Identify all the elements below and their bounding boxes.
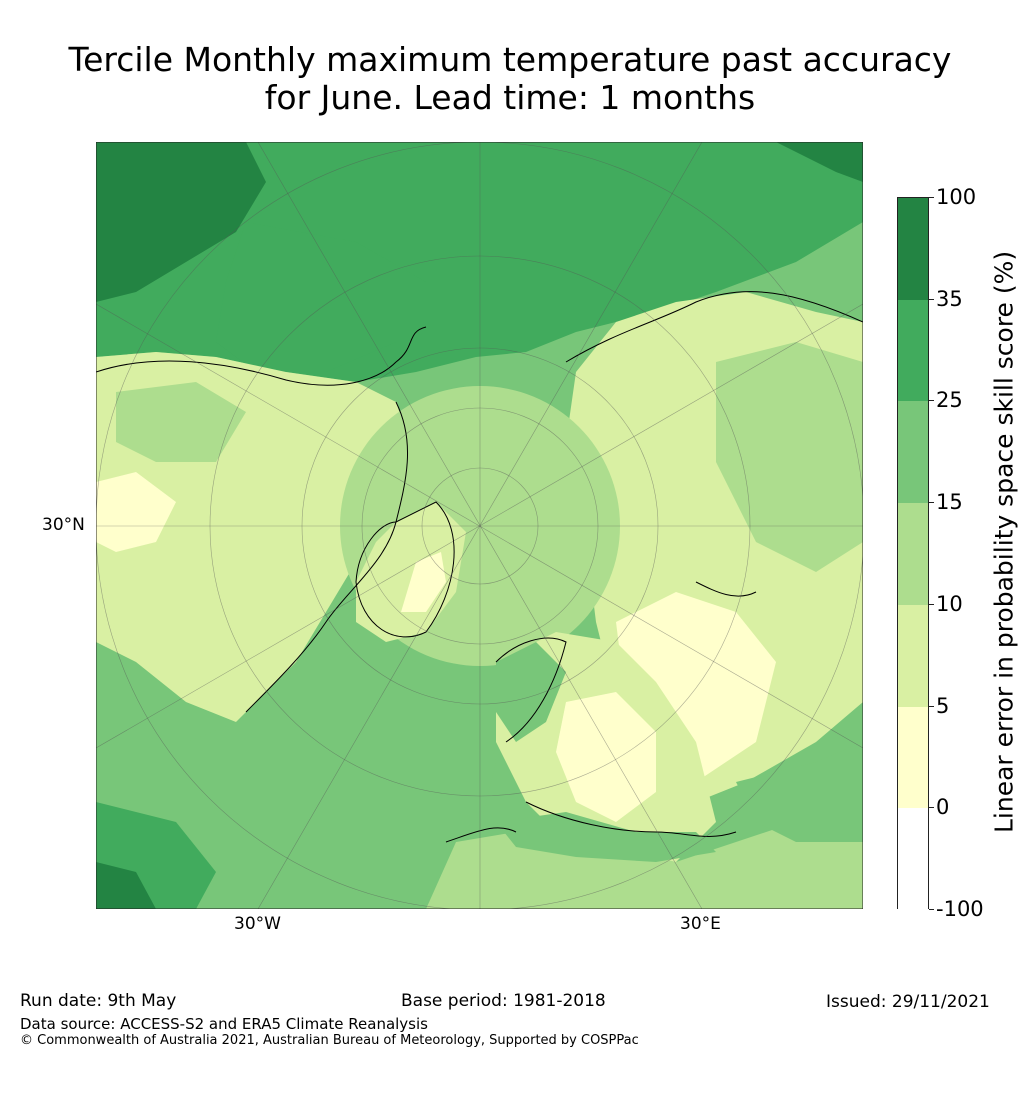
colorbar-tick-label: 5 [936,693,950,718]
run-date: Run date: 9th May [20,991,177,1011]
colorbar-tick-label: 0 [936,795,950,820]
skill-map [96,142,863,909]
colorbar-tick-mark [929,298,934,300]
colorbar-segment [898,604,928,708]
colorbar-tick-mark [929,909,934,910]
colorbar-tick-mark [929,502,934,504]
colorbar-tick-label: 25 [936,388,963,413]
alaska-high-skill [116,382,246,462]
east-siberia-high-skill [716,342,863,572]
colorbar-tick-label: 35 [936,286,963,311]
chart-title-line1: Tercile Monthly maximum temperature past… [68,40,952,79]
colorbar-tick-label: 15 [936,490,963,515]
north-atlantic [96,642,496,909]
atlantic-darkest [96,862,156,909]
colorbar-segment [898,198,928,301]
colorbar-tick-label: -100 [936,897,984,921]
graticule [96,142,863,909]
colorbar-tick-label: 100 [936,185,977,209]
colorbar-tick-label: 10 [936,591,963,616]
coastlines [96,291,863,843]
colorbar-segment [898,503,928,606]
issued-date: Issued: 29/11/2021 [826,992,990,1012]
colorbar-segment [898,401,928,504]
chart-title-line2: for June. Lead time: 1 months [264,78,756,117]
base-period: Base period: 1981-2018 [401,991,606,1011]
colorbar-tick-mark [929,603,934,605]
middle-east-high-skill [736,742,863,842]
north-pacific-dark-corner [776,142,863,182]
greenland-low-skill [401,552,446,612]
greenland [356,502,466,642]
europe-low-skill [556,692,656,822]
mediterranean [496,812,716,862]
north-pacific-mid [216,222,426,372]
colorbar-segment [898,706,928,809]
north-america-low-skill [96,472,176,552]
data-source: Data source: ACCESS-S2 and ERA5 Climate … [20,1015,428,1033]
colorbar-segment [898,299,928,402]
scandinavia-high-skill [496,642,566,742]
colorbar [897,197,929,911]
north-pacific-darkest [96,142,266,302]
lon-label-30w: 30°W [234,914,281,934]
colorbar-tick-mark [929,400,934,402]
colorbar-tick-mark [929,197,934,198]
copyright: © Commonwealth of Australia 2021, Austra… [20,1033,639,1048]
colorbar-tick-mark [929,807,934,809]
colorbar-segment [898,808,928,911]
lat-label-30n: 30°N [42,515,85,535]
lon-label-30e: 30°E [680,914,721,934]
colorbar-tick-mark [929,705,934,707]
colorbar-label: Linear error in probability space skill … [989,250,1019,833]
